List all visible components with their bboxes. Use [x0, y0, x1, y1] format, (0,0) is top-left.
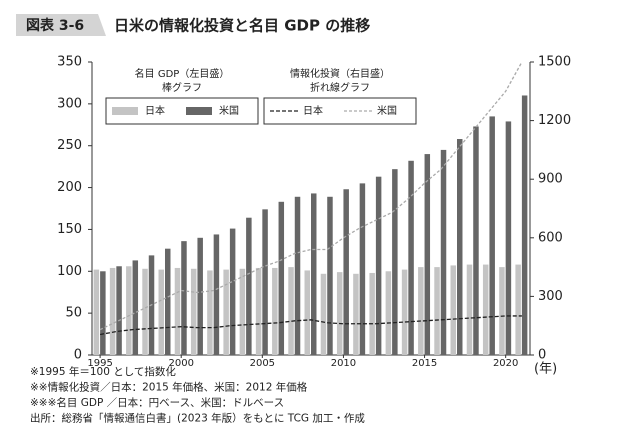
- bar: [359, 183, 366, 355]
- bar: [207, 270, 213, 355]
- bar: [255, 267, 262, 355]
- legend-label: 米国: [377, 104, 397, 117]
- legend-group-title: 折れ線グラフ: [310, 81, 370, 94]
- bar: [336, 272, 343, 355]
- bar: [126, 266, 132, 355]
- footnote: ※※※名目 GDP ／日本：円ベース、米国：ドルベース: [30, 396, 284, 409]
- bar: [369, 272, 375, 355]
- bar: [100, 271, 106, 355]
- y-tick-label: 350: [57, 55, 82, 70]
- y-tick-label: 250: [57, 138, 82, 153]
- legend-label: 日本: [145, 104, 165, 117]
- y-tick-label: 150: [57, 222, 82, 237]
- y-tick-label: 200: [57, 180, 82, 195]
- x-tick-label: 2010: [331, 358, 356, 369]
- bar: [466, 264, 473, 355]
- bar: [239, 268, 246, 355]
- bar: [229, 228, 236, 355]
- bar: [521, 95, 528, 355]
- bar: [278, 201, 285, 355]
- bar: [401, 269, 408, 355]
- footnote: 出所：総務省「情報通信白書」(2023 年版）をもとに TCG 加工・作成: [30, 412, 365, 425]
- bar: [223, 269, 229, 355]
- bar: [457, 139, 463, 355]
- legend-swatch: [112, 107, 138, 115]
- bar: [515, 264, 521, 355]
- bar: [320, 273, 327, 355]
- bar: [181, 241, 187, 355]
- bar: [294, 196, 301, 355]
- bar: [327, 196, 333, 355]
- bar: [116, 266, 122, 355]
- bar: [392, 169, 398, 355]
- y-tick-label: 50: [65, 306, 82, 321]
- bar: [93, 269, 100, 355]
- y2-tick-label: 300: [538, 289, 563, 304]
- legend-group-title: 名目 GDP（左目盛）: [135, 67, 230, 80]
- x-tick-label: 2005: [250, 358, 275, 369]
- legend-group-title: 棒グラフ: [162, 81, 202, 94]
- bar: [450, 265, 456, 355]
- bar: [482, 264, 489, 355]
- y-tick-label: 100: [57, 264, 82, 279]
- bar: [353, 273, 359, 355]
- y-tick-label: 300: [57, 96, 82, 111]
- bar: [304, 270, 310, 355]
- bar: [418, 267, 424, 355]
- bar: [440, 149, 447, 355]
- footnote: ※※情報化投資／日本：2015 年価格、米国：2012 年価格: [30, 381, 308, 394]
- bar: [272, 267, 278, 355]
- bar: [165, 248, 171, 355]
- bar: [132, 260, 139, 355]
- x-tick-label: 1995: [87, 358, 112, 369]
- bar: [158, 269, 164, 355]
- figure-label-box: [16, 14, 106, 36]
- legend-label: 日本: [303, 104, 323, 117]
- y2-tick-label: 900: [538, 172, 563, 187]
- y2-tick-label: 0: [538, 348, 546, 363]
- legend-swatch: [186, 107, 212, 115]
- legend-label: 米国: [219, 104, 239, 117]
- x-unit: (年): [534, 362, 557, 377]
- bar: [288, 267, 294, 355]
- bar: [375, 176, 382, 355]
- bar: [190, 268, 197, 355]
- bar: [489, 116, 495, 356]
- bar: [424, 154, 431, 355]
- y2-tick-label: 1200: [538, 113, 571, 128]
- bar: [505, 121, 512, 356]
- bar: [197, 237, 203, 355]
- line: [99, 315, 522, 336]
- x-tick-label: 2020: [493, 358, 518, 369]
- legend-group-title: 情報化投資（右目盛）: [290, 67, 390, 80]
- chart-title: 日米の情報化投資と名目 GDP の推移: [114, 17, 370, 35]
- bar: [109, 267, 116, 355]
- bar: [385, 271, 392, 355]
- bar: [174, 267, 181, 355]
- bar: [246, 217, 252, 355]
- y2-tick-label: 600: [538, 230, 563, 245]
- bar: [262, 209, 268, 355]
- bar: [343, 189, 349, 355]
- footnote: ※1995 年＝100 として指数化: [30, 365, 176, 378]
- bar: [499, 267, 505, 355]
- x-tick-label: 2015: [412, 358, 437, 369]
- x-tick-label: 2000: [168, 358, 193, 369]
- bar: [311, 193, 317, 355]
- y2-tick-label: 1500: [538, 55, 571, 70]
- bar: [473, 126, 479, 356]
- bar: [142, 268, 148, 355]
- line: [99, 61, 523, 331]
- figure-label: 図表 3-6: [26, 17, 84, 34]
- bar: [434, 267, 440, 355]
- bar: [408, 160, 414, 355]
- y-tick-label: 0: [74, 348, 82, 363]
- bar: [213, 234, 220, 355]
